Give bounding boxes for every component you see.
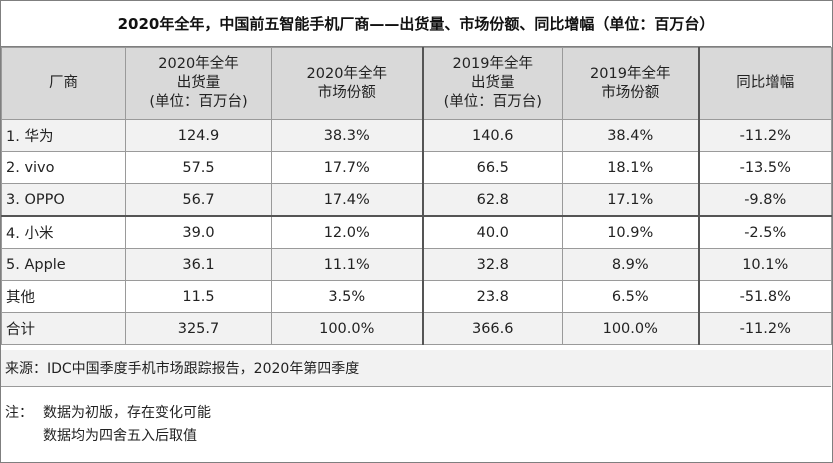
note-text: 数据为初版，存在变化可能 bbox=[43, 405, 211, 421]
cell-share-2020: 38.3% bbox=[271, 119, 423, 152]
cell-share-2020: 3.5% bbox=[271, 280, 423, 313]
cell-share-2020: 11.1% bbox=[271, 248, 423, 281]
cell-yoy: 10.1% bbox=[697, 248, 832, 281]
note-line: 注： 数据为初版，存在变化可能 bbox=[5, 402, 831, 425]
cell-ship-2020: 325.7 bbox=[125, 312, 272, 345]
cell-vendor: 4. 小米 bbox=[1, 215, 126, 249]
header-share-2019: 2019年全年 市场份额 bbox=[562, 47, 699, 120]
note-text: 数据均为四舍五入后取值 bbox=[43, 428, 197, 444]
cell-share-2019: 8.9% bbox=[562, 248, 699, 281]
cell-vendor: 1. 华为 bbox=[1, 119, 126, 152]
header-ship-2019: 2019年全年 出货量 (单位：百万台) bbox=[421, 47, 563, 120]
shipment-table: 厂商 2020年全年 出货量 (单位：百万台) 2020年全年 市场份额 201… bbox=[1, 47, 832, 345]
cell-yoy: -11.2% bbox=[697, 119, 832, 152]
table-row: 3. OPPO 56.7 17.4% 62.8 17.1% -9.8% bbox=[1, 183, 832, 217]
cell-share-2020: 12.0% bbox=[271, 215, 423, 249]
cell-ship-2019: 23.8 bbox=[421, 280, 563, 313]
cell-vendor: 3. OPPO bbox=[1, 183, 126, 217]
cell-share-2019: 100.0% bbox=[562, 312, 699, 345]
cell-yoy: -51.8% bbox=[697, 280, 832, 313]
table-row: 4. 小米 39.0 12.0% 40.0 10.9% -2.5% bbox=[1, 215, 832, 249]
cell-ship-2020: 11.5 bbox=[125, 280, 272, 313]
table-row: 2. vivo 57.5 17.7% 66.5 18.1% -13.5% bbox=[1, 151, 832, 184]
cell-share-2019: 6.5% bbox=[562, 280, 699, 313]
table-row: 其他 11.5 3.5% 23.8 6.5% -51.8% bbox=[1, 280, 832, 313]
table-row-total: 合计 325.7 100.0% 366.6 100.0% -11.2% bbox=[1, 312, 832, 345]
cell-ship-2019: 62.8 bbox=[421, 183, 563, 217]
cell-share-2019: 18.1% bbox=[562, 151, 699, 184]
header-ship-2020: 2020年全年 出货量 (单位：百万台) bbox=[125, 47, 272, 120]
cell-share-2019: 38.4% bbox=[562, 119, 699, 152]
cell-ship-2019: 66.5 bbox=[421, 151, 563, 184]
notes-section: 注： 数据为初版，存在变化可能 数据均为四舍五入后取值 bbox=[1, 388, 831, 461]
notes-label: 注： bbox=[5, 405, 33, 421]
table-row: 1. 华为 124.9 38.3% 140.6 38.4% -11.2% bbox=[1, 119, 832, 152]
cell-yoy: -2.5% bbox=[697, 215, 832, 249]
cell-yoy: -13.5% bbox=[697, 151, 832, 184]
cell-ship-2020: 36.1 bbox=[125, 248, 272, 281]
cell-share-2019: 17.1% bbox=[562, 183, 699, 217]
cell-yoy: -11.2% bbox=[697, 312, 832, 345]
cell-vendor: 其他 bbox=[1, 280, 126, 313]
table-title: 2020年全年，中国前五智能手机厂商——出货量、市场份额、同比增幅（单位：百万台… bbox=[1, 1, 831, 47]
cell-ship-2020: 124.9 bbox=[125, 119, 272, 152]
cell-yoy: -9.8% bbox=[697, 183, 832, 217]
cell-ship-2020: 56.7 bbox=[125, 183, 272, 217]
cell-ship-2019: 32.8 bbox=[421, 248, 563, 281]
source-note: 来源：IDC中国季度手机市场跟踪报告，2020年第四季度 bbox=[1, 350, 831, 387]
cell-ship-2019: 140.6 bbox=[421, 119, 563, 152]
cell-ship-2020: 57.5 bbox=[125, 151, 272, 184]
cell-share-2020: 100.0% bbox=[271, 312, 423, 345]
header-vendor: 厂商 bbox=[1, 47, 126, 120]
cell-vendor: 2. vivo bbox=[1, 151, 126, 184]
cell-ship-2019: 40.0 bbox=[421, 215, 563, 249]
note-line: 数据均为四舍五入后取值 bbox=[5, 425, 831, 448]
table-header-row: 厂商 2020年全年 出货量 (单位：百万台) 2020年全年 市场份额 201… bbox=[1, 47, 832, 120]
table-row: 5. Apple 36.1 11.1% 32.8 8.9% 10.1% bbox=[1, 248, 832, 281]
cell-vendor: 合计 bbox=[1, 312, 126, 345]
header-share-2020: 2020年全年 市场份额 bbox=[271, 47, 423, 120]
cell-share-2020: 17.7% bbox=[271, 151, 423, 184]
header-yoy: 同比增幅 bbox=[697, 47, 832, 120]
cell-vendor: 5. Apple bbox=[1, 248, 126, 281]
cell-share-2019: 10.9% bbox=[562, 215, 699, 249]
cell-ship-2019: 366.6 bbox=[421, 312, 563, 345]
cell-share-2020: 17.4% bbox=[271, 183, 423, 217]
cell-ship-2020: 39.0 bbox=[125, 215, 272, 249]
